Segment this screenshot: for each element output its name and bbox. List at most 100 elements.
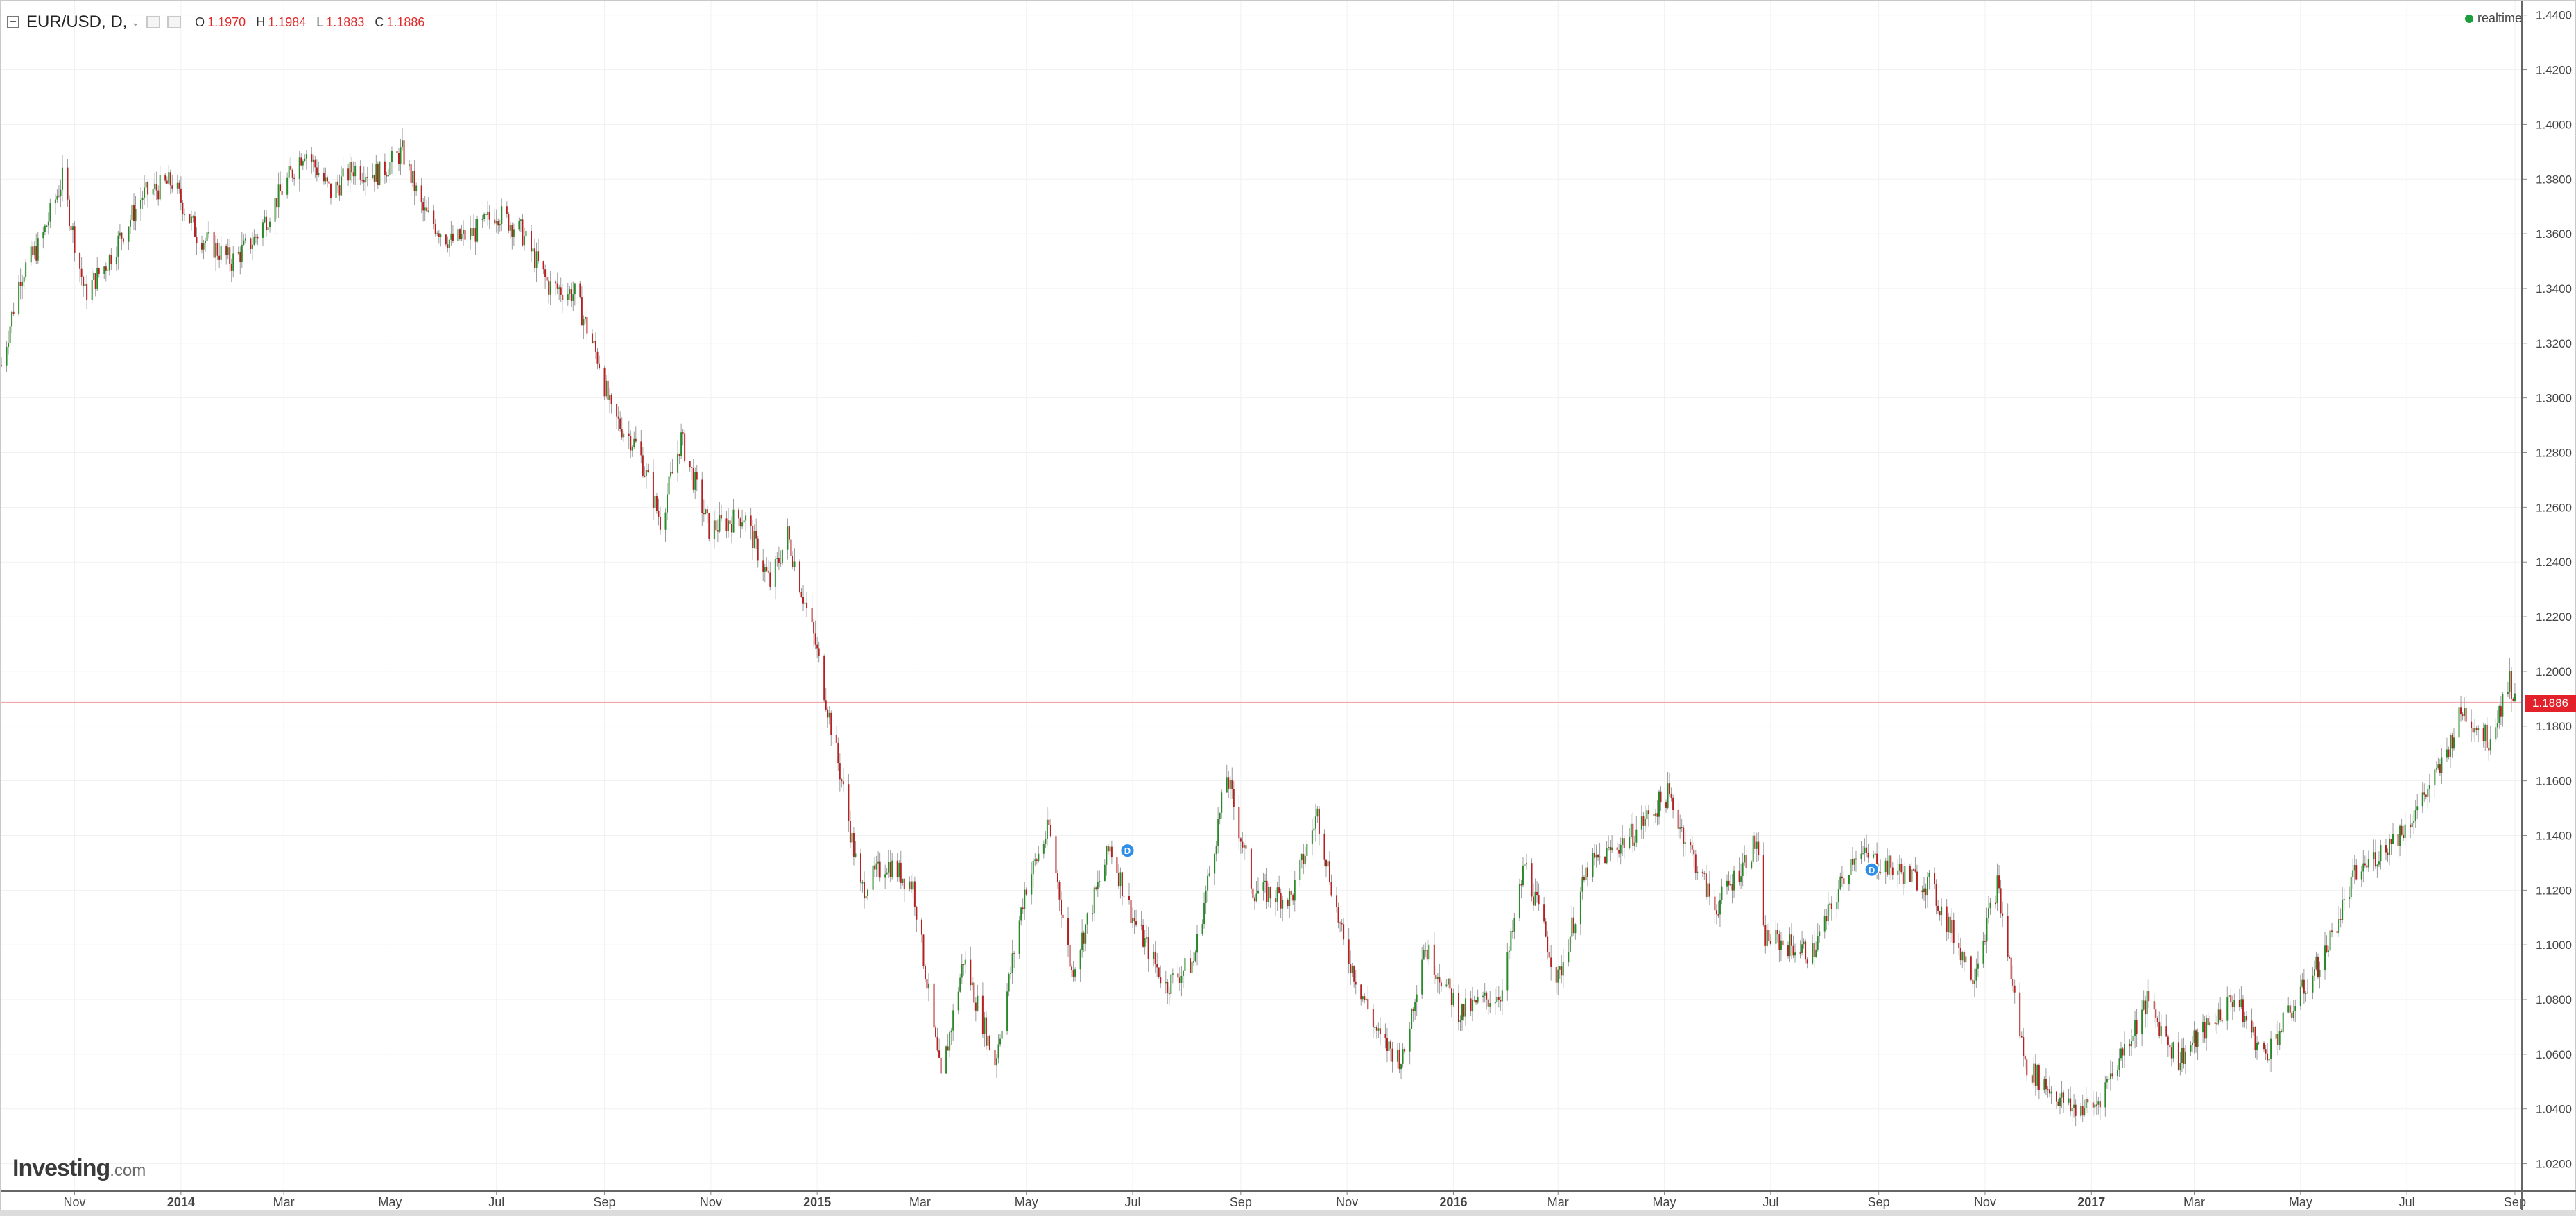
candle-down (1117, 873, 1119, 887)
candle-down (596, 351, 599, 364)
candle-up (1184, 958, 1186, 971)
y-tick-label: 1.4400 (2536, 9, 2572, 22)
candle-down (692, 468, 694, 490)
time-axis-scrollbar[interactable] (0, 1210, 2576, 1216)
candle-up (1697, 871, 1699, 873)
candle-down (1389, 1041, 1391, 1049)
candle-up (1377, 1028, 1380, 1031)
candle-up (129, 220, 131, 227)
candle-down (696, 472, 698, 480)
candle-up (2160, 1026, 2162, 1036)
candle-up (875, 863, 877, 870)
candle-up (2446, 749, 2448, 758)
symbol-label[interactable]: EUR/USD, D, (26, 12, 128, 31)
candle-up (776, 558, 778, 560)
close-box-icon[interactable] (167, 16, 182, 28)
candle-up (2294, 1006, 2296, 1011)
candle-up (2389, 839, 2391, 855)
candle-down (1778, 934, 1780, 950)
candle-down (974, 1002, 977, 1011)
candle-down (1287, 899, 1289, 907)
candle-down (2465, 708, 2467, 722)
candle-up (1400, 1063, 1402, 1070)
chevron-down-icon[interactable]: ⌄ (131, 16, 140, 28)
candle-up (1300, 854, 1303, 861)
candle-up (532, 248, 534, 252)
candle-down (2245, 1016, 2247, 1021)
y-tick-label: 1.2400 (2536, 556, 2572, 569)
candle-up (286, 177, 289, 195)
candle-down (1142, 925, 1144, 947)
candle-up (1276, 887, 1278, 903)
candle-up (1801, 944, 1803, 953)
candle-up (1658, 791, 1660, 817)
candle-down (1949, 916, 1951, 934)
candle-up (107, 270, 109, 271)
candle-down (621, 429, 623, 438)
candle-down (1705, 873, 1707, 897)
candle-down (19, 281, 22, 286)
candle-down (2317, 956, 2319, 977)
collapse-icon[interactable]: − (7, 16, 19, 28)
candle-down (823, 656, 825, 701)
y-tick-label: 1.1600 (2536, 775, 2572, 788)
candle-down (594, 341, 596, 352)
candle-down (2339, 919, 2342, 920)
candle-down (603, 368, 606, 397)
candle-down (2291, 1012, 2293, 1018)
candle-up (1032, 860, 1034, 875)
candle-up (305, 154, 307, 159)
candle-down (1867, 853, 1869, 858)
candle-up (909, 881, 911, 889)
candle-up (1977, 963, 1979, 969)
candle-up (804, 602, 806, 604)
candle-down (778, 558, 780, 563)
candle-up (203, 243, 205, 250)
candle-up (787, 526, 789, 550)
x-tick-label: Sep (1230, 1195, 1252, 1209)
candle-up (1559, 966, 1561, 970)
candle-down (534, 248, 536, 268)
candle-up (664, 512, 667, 530)
candle-down (1250, 848, 1252, 889)
candle-down (386, 175, 388, 177)
candle-up (2313, 969, 2315, 976)
candle-down (738, 509, 740, 519)
candle-down (1252, 888, 1254, 899)
candle-down (1597, 854, 1599, 858)
candle-up (1927, 877, 1929, 896)
candle-up (1020, 907, 1022, 921)
candle-up (2312, 975, 2314, 993)
candle-up (1207, 875, 1209, 891)
candle-down (377, 164, 379, 185)
candle-down (659, 517, 661, 530)
settings-box-icon[interactable] (146, 16, 161, 28)
candle-up (884, 874, 886, 878)
candle-up (1975, 968, 1977, 981)
candle-down (2366, 865, 2368, 868)
candle-down (2031, 1075, 2033, 1083)
candle-down (1669, 783, 1671, 794)
candle-up (1182, 970, 1184, 976)
candle-down (1457, 993, 1459, 1022)
candle-down (1536, 891, 1538, 896)
candle-up (448, 239, 450, 248)
candle-down (2355, 865, 2358, 880)
x-tick-label: Mar (1547, 1195, 1569, 1209)
candle-down (300, 157, 302, 166)
candle-down (2289, 1005, 2291, 1013)
candle-up (253, 236, 255, 245)
candle-up (1644, 819, 1646, 826)
candle-down (1555, 966, 1557, 983)
candle-up (1973, 980, 1975, 984)
candle-down (86, 284, 88, 300)
candle-down (1642, 816, 1645, 826)
candle-down (1572, 917, 1574, 934)
chart-header: − EUR/USD, D, ⌄ O 1.1970 H 1.1984 L 1.1883 … (7, 10, 431, 35)
candle-up (2414, 810, 2416, 821)
candle-down (403, 140, 405, 165)
candle-down (1531, 863, 1533, 897)
candle-down (250, 238, 252, 249)
candle-up (141, 197, 144, 200)
